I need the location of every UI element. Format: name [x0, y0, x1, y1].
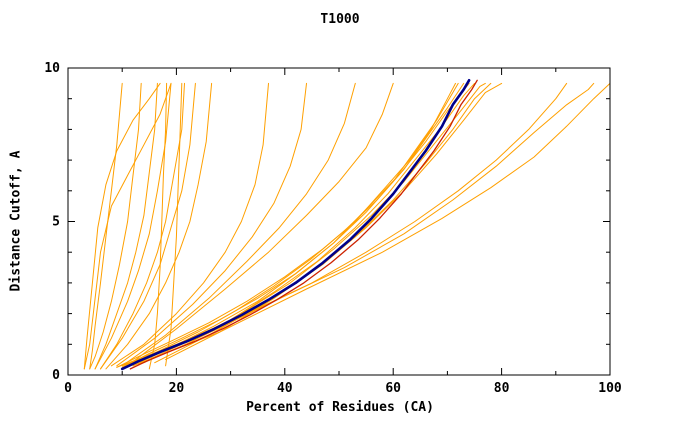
y-axis-label: Distance Cutoff, A	[8, 150, 24, 292]
series-line-model-15	[132, 82, 470, 367]
chart-title: T1000	[320, 12, 360, 27]
y-tick-label: 5	[52, 215, 60, 230]
x-tick-label: 20	[169, 381, 185, 396]
series-line-model-23	[127, 82, 394, 367]
series-line-model-05	[100, 82, 185, 370]
series-line-model-10	[83, 82, 172, 370]
x-tick-label: 100	[598, 381, 622, 396]
series-line-model-22	[121, 82, 356, 367]
x-tick-label: 80	[494, 381, 510, 396]
series-line-model-13	[121, 82, 459, 368]
series-line-model-24	[116, 82, 568, 368]
series-line-reference	[129, 79, 478, 370]
series-line-model-08	[148, 82, 168, 370]
series-line-model-20	[110, 82, 269, 367]
plot-frame	[67, 67, 611, 376]
series-line-model-11	[83, 82, 161, 370]
x-tick-label: 40	[277, 381, 293, 396]
series-line-model-02	[89, 82, 142, 370]
series-line-model-06	[100, 82, 196, 370]
series-line-model-25	[121, 82, 595, 367]
series-line-model-01	[89, 82, 123, 370]
series-line-model-03	[94, 82, 158, 370]
x-tick-label: 0	[64, 381, 72, 396]
series-line-best-model	[120, 79, 471, 371]
series-line-model-18	[154, 82, 492, 364]
series-line-model-14	[127, 82, 465, 367]
x-tick-label: 60	[385, 381, 401, 396]
series-line-model-12	[116, 82, 456, 368]
series-line-model-07	[105, 82, 213, 370]
y-tick-label: 0	[52, 368, 60, 383]
x-axis-label: Percent of Residues (CA)	[246, 400, 434, 415]
series-line-model-19	[165, 82, 503, 361]
y-tick-label: 10	[44, 61, 60, 76]
series-line-model-26	[132, 82, 611, 367]
series-line-model-21	[116, 82, 307, 367]
series-line-model-09	[165, 82, 183, 367]
